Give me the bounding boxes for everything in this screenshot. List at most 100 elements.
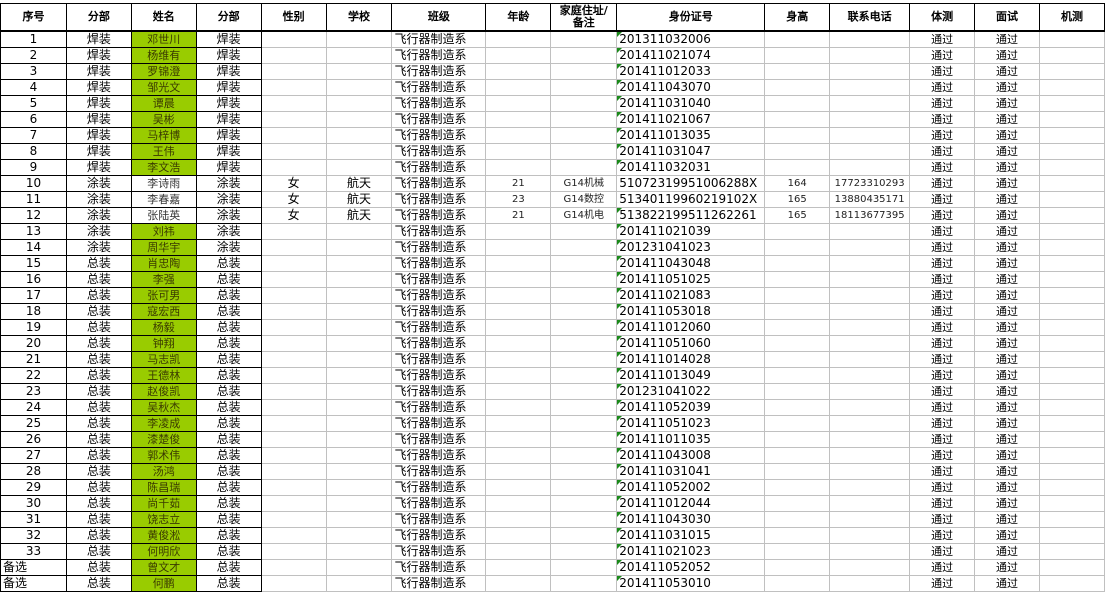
cell-phone[interactable]	[829, 47, 911, 64]
cell-address-note[interactable]: G14机电	[550, 207, 618, 224]
header-dept2[interactable]: 分部	[195, 3, 262, 32]
cell-address-note[interactable]	[550, 271, 618, 288]
cell-interview[interactable]: 通过	[974, 223, 1040, 240]
cell-machine-test[interactable]	[1038, 159, 1105, 176]
cell-phone[interactable]	[829, 495, 911, 512]
cell-machine-test[interactable]	[1038, 207, 1105, 224]
cell-age[interactable]	[485, 127, 552, 144]
cell-age[interactable]	[485, 479, 552, 496]
cell-seq[interactable]: 11	[0, 191, 67, 208]
cell-class[interactable]: 飞行器制造系	[391, 271, 487, 288]
cell-age[interactable]	[485, 239, 552, 256]
cell-dept[interactable]: 焊装	[65, 63, 132, 80]
cell-gender[interactable]	[260, 47, 327, 64]
cell-phone[interactable]	[829, 463, 911, 480]
cell-id-number[interactable]: 201231041023	[616, 239, 766, 256]
cell-dept2[interactable]: 总装	[195, 559, 262, 576]
cell-interview[interactable]: 通过	[974, 447, 1040, 464]
cell-class[interactable]: 飞行器制造系	[391, 175, 487, 192]
cell-name[interactable]: 吴秋杰	[130, 399, 197, 416]
cell-address-note[interactable]	[550, 431, 618, 448]
cell-seq[interactable]: 6	[0, 111, 67, 128]
cell-class[interactable]: 飞行器制造系	[391, 559, 487, 576]
cell-physical-test[interactable]: 通过	[909, 559, 976, 576]
cell-physical-test[interactable]: 通过	[909, 255, 976, 272]
cell-gender[interactable]	[260, 479, 327, 496]
cell-physical-test[interactable]: 通过	[909, 239, 976, 256]
cell-dept[interactable]: 总装	[65, 447, 132, 464]
cell-class[interactable]: 飞行器制造系	[391, 543, 487, 560]
cell-school[interactable]	[325, 287, 393, 304]
cell-seq[interactable]: 15	[0, 255, 67, 272]
header-id-number[interactable]: 身份证号	[616, 3, 766, 32]
cell-gender[interactable]: 女	[260, 191, 327, 208]
cell-phone[interactable]	[829, 479, 911, 496]
cell-class[interactable]: 飞行器制造系	[391, 351, 487, 368]
cell-dept2[interactable]: 总装	[195, 271, 262, 288]
cell-dept[interactable]: 总装	[65, 527, 132, 544]
cell-age[interactable]	[485, 47, 552, 64]
cell-gender[interactable]	[260, 575, 327, 592]
cell-interview[interactable]: 通过	[974, 575, 1040, 592]
cell-physical-test[interactable]: 通过	[909, 95, 976, 112]
cell-height[interactable]	[764, 79, 831, 96]
cell-gender[interactable]	[260, 415, 327, 432]
cell-name[interactable]: 李文浩	[130, 159, 197, 176]
cell-physical-test[interactable]: 通过	[909, 191, 976, 208]
cell-name[interactable]: 刘祎	[130, 223, 197, 240]
cell-age[interactable]	[485, 351, 552, 368]
cell-address-note[interactable]	[550, 79, 618, 96]
cell-seq[interactable]: 1	[0, 30, 67, 48]
cell-interview[interactable]: 通过	[974, 95, 1040, 112]
cell-class[interactable]: 飞行器制造系	[391, 47, 487, 64]
cell-gender[interactable]	[260, 95, 327, 112]
cell-height[interactable]	[764, 575, 831, 592]
cell-school[interactable]	[325, 559, 393, 576]
cell-gender[interactable]	[260, 111, 327, 128]
cell-machine-test[interactable]	[1038, 271, 1105, 288]
cell-phone[interactable]	[829, 255, 911, 272]
cell-gender[interactable]	[260, 543, 327, 560]
cell-class[interactable]: 飞行器制造系	[391, 335, 487, 352]
cell-name[interactable]: 杨毅	[130, 319, 197, 336]
cell-name[interactable]: 杨维有	[130, 47, 197, 64]
cell-seq[interactable]: 8	[0, 143, 67, 160]
cell-school[interactable]	[325, 367, 393, 384]
cell-school[interactable]	[325, 447, 393, 464]
cell-height[interactable]	[764, 271, 831, 288]
cell-dept[interactable]: 总装	[65, 319, 132, 336]
cell-seq[interactable]: 备选	[0, 575, 67, 592]
cell-physical-test[interactable]: 通过	[909, 479, 976, 496]
cell-name[interactable]: 何鹏	[130, 575, 197, 592]
cell-dept[interactable]: 总装	[65, 495, 132, 512]
cell-age[interactable]	[485, 223, 552, 240]
cell-id-number[interactable]: 201411012033	[616, 63, 766, 80]
cell-seq[interactable]: 24	[0, 399, 67, 416]
cell-phone[interactable]	[829, 431, 911, 448]
cell-school[interactable]	[325, 239, 393, 256]
cell-physical-test[interactable]: 通过	[909, 287, 976, 304]
cell-class[interactable]: 飞行器制造系	[391, 207, 487, 224]
cell-dept2[interactable]: 涂装	[195, 175, 262, 192]
cell-height[interactable]	[764, 447, 831, 464]
cell-seq[interactable]: 12	[0, 207, 67, 224]
cell-dept2[interactable]: 总装	[195, 319, 262, 336]
cell-gender[interactable]	[260, 527, 327, 544]
header-gender[interactable]: 性别	[260, 3, 327, 32]
cell-id-number[interactable]: 201411011035	[616, 431, 766, 448]
cell-dept2[interactable]: 总装	[195, 511, 262, 528]
cell-gender[interactable]	[260, 127, 327, 144]
cell-dept[interactable]: 焊装	[65, 143, 132, 160]
cell-name[interactable]: 张可男	[130, 287, 197, 304]
cell-age[interactable]	[485, 447, 552, 464]
cell-machine-test[interactable]	[1038, 479, 1105, 496]
cell-interview[interactable]: 通过	[974, 559, 1040, 576]
cell-age[interactable]	[485, 159, 552, 176]
cell-name[interactable]: 谭晨	[130, 95, 197, 112]
cell-height[interactable]	[764, 287, 831, 304]
cell-phone[interactable]: 18113677395	[829, 207, 911, 224]
cell-class[interactable]: 飞行器制造系	[391, 527, 487, 544]
cell-dept2[interactable]: 总装	[195, 543, 262, 560]
cell-dept2[interactable]: 总装	[195, 527, 262, 544]
cell-interview[interactable]: 通过	[974, 335, 1040, 352]
